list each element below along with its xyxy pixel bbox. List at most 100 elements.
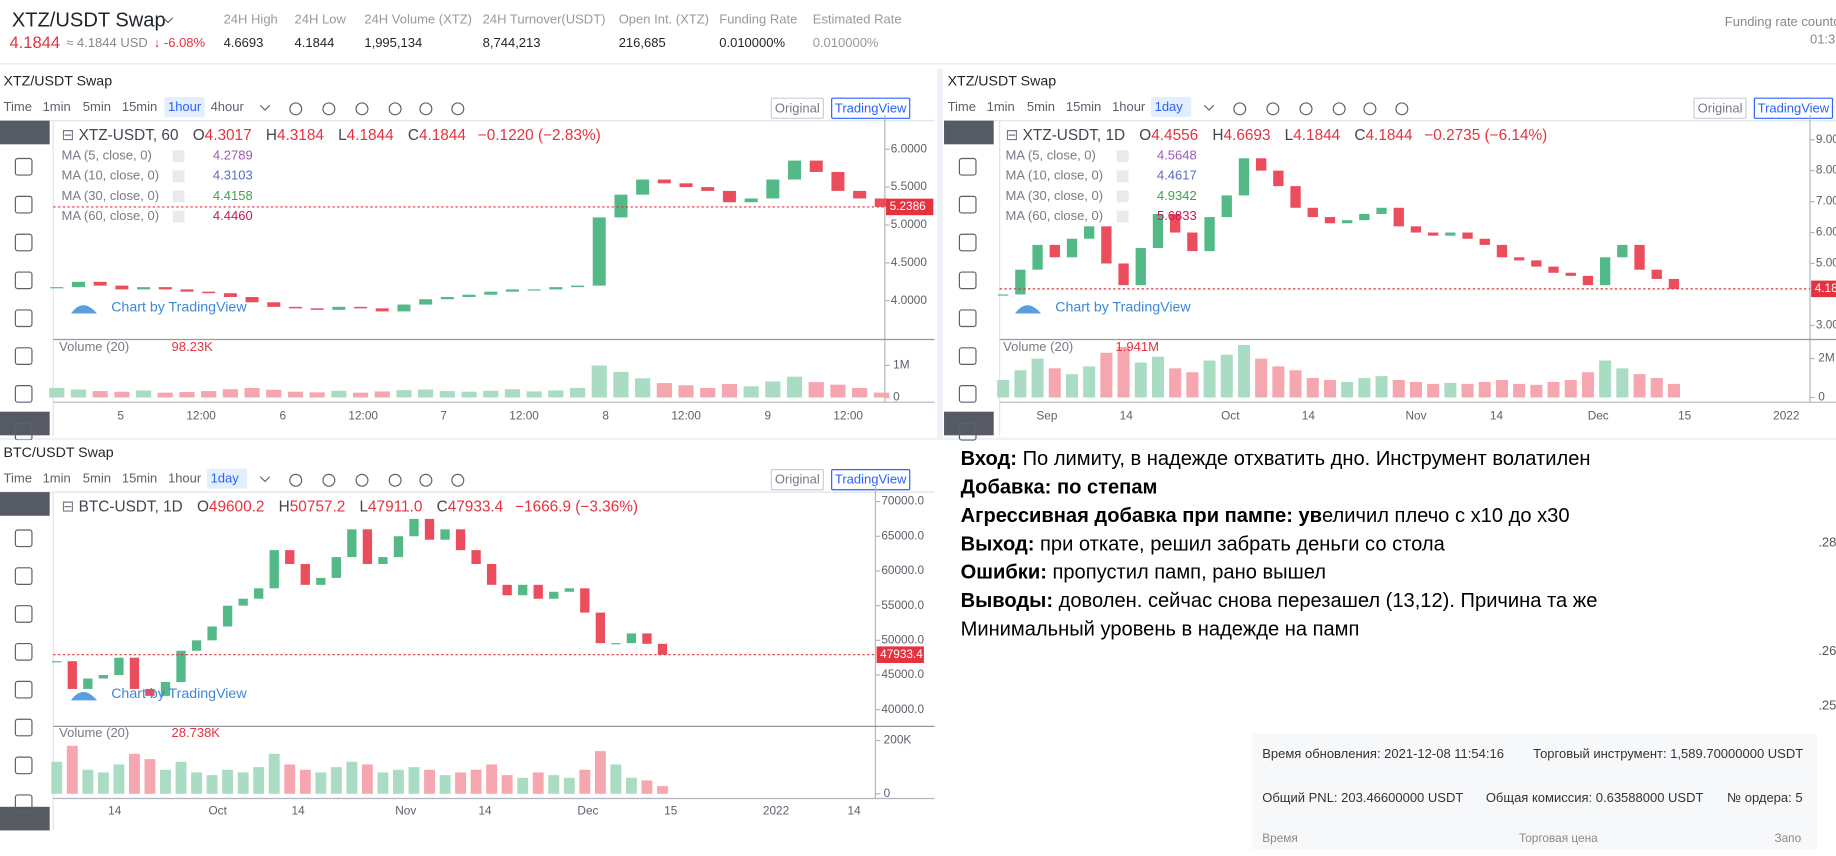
drawing-tool[interactable] bbox=[14, 642, 33, 661]
view-button[interactable] bbox=[1693, 97, 1747, 119]
drawing-tool[interactable] bbox=[958, 347, 977, 365]
timeframe[interactable]: 15min bbox=[122, 99, 157, 114]
toolbar-icon[interactable] bbox=[1395, 102, 1409, 116]
view-button[interactable] bbox=[831, 469, 911, 491]
toolbar-icon[interactable] bbox=[1233, 102, 1247, 116]
toolbar-icon[interactable] bbox=[451, 473, 465, 487]
drawing-tool[interactable] bbox=[958, 233, 977, 252]
timeframe[interactable]: 1min bbox=[43, 99, 71, 114]
timeframe[interactable]: 4hour bbox=[211, 99, 245, 114]
drawing-tool[interactable] bbox=[14, 567, 33, 585]
timeframe-dropdown[interactable] bbox=[259, 476, 271, 483]
drawing-tool[interactable] bbox=[14, 718, 33, 737]
drawing-tool[interactable] bbox=[14, 385, 33, 403]
timeframe[interactable]: 1day bbox=[1155, 99, 1184, 114]
toolbar-icon[interactable] bbox=[289, 102, 303, 116]
timeframe[interactable]: 5min bbox=[1027, 99, 1055, 114]
drawing-tool[interactable] bbox=[14, 756, 33, 775]
toolbar-icon[interactable] bbox=[1266, 102, 1280, 116]
timeframe[interactable]: 5min bbox=[83, 471, 111, 486]
toolbar-icon[interactable] bbox=[1332, 102, 1346, 116]
view-button-label[interactable]: Original bbox=[775, 472, 820, 487]
ma-label: MA (5, close, 0) bbox=[1006, 148, 1096, 163]
timeframe[interactable]: 1hour bbox=[168, 99, 202, 114]
toolbar-icon[interactable] bbox=[419, 102, 433, 116]
timeframe-dropdown[interactable] bbox=[259, 104, 271, 111]
candle bbox=[1513, 257, 1525, 261]
toolbar-icon[interactable] bbox=[355, 102, 369, 116]
view-button[interactable] bbox=[831, 97, 911, 119]
drawing-tool[interactable] bbox=[14, 157, 33, 176]
timeframe-dropdown[interactable] bbox=[1203, 104, 1215, 111]
timeframe[interactable]: 1min bbox=[43, 471, 71, 486]
toolbar-icon[interactable] bbox=[355, 473, 369, 487]
drawing-tool[interactable] bbox=[14, 605, 33, 623]
drawing-tool[interactable] bbox=[14, 529, 33, 548]
sidebar-bottom-button[interactable] bbox=[0, 806, 50, 831]
toolbar-icon[interactable] bbox=[419, 473, 433, 487]
ma-settings[interactable] bbox=[172, 190, 185, 203]
ma-settings[interactable] bbox=[1116, 170, 1129, 183]
candle bbox=[267, 302, 281, 307]
timeframe[interactable]: 15min bbox=[1066, 99, 1101, 114]
volume-bar bbox=[532, 772, 544, 794]
view-button[interactable] bbox=[770, 97, 824, 119]
timeframe[interactable]: 1hour bbox=[1112, 99, 1146, 114]
ma-settings[interactable] bbox=[1116, 190, 1129, 203]
ma-label: MA (10, close, 0) bbox=[62, 168, 160, 183]
toolbar-icon[interactable] bbox=[451, 102, 465, 116]
drawing-tool[interactable] bbox=[14, 233, 33, 252]
volume-bar bbox=[461, 391, 477, 398]
drawing-tool[interactable] bbox=[14, 347, 33, 365]
view-button-label[interactable]: Original bbox=[775, 100, 820, 115]
candle bbox=[1101, 226, 1112, 264]
toolbar-icon[interactable] bbox=[322, 102, 336, 116]
view-button-label[interactable]: TradingView bbox=[835, 472, 907, 487]
ma-settings[interactable] bbox=[1116, 150, 1129, 163]
drawing-tool[interactable] bbox=[958, 309, 977, 328]
symbol-dropdown[interactable] bbox=[162, 17, 174, 24]
view-button[interactable] bbox=[1753, 97, 1834, 119]
toolbar-icon[interactable] bbox=[388, 473, 402, 487]
toolbar-icon[interactable] bbox=[289, 473, 303, 487]
drawing-tool[interactable] bbox=[958, 385, 977, 403]
symbol-title[interactable]: XTZ/USDT Swap bbox=[12, 10, 166, 32]
view-button[interactable] bbox=[770, 469, 824, 491]
sidebar-top-button[interactable] bbox=[944, 120, 994, 145]
view-button-label[interactable]: Original bbox=[1698, 100, 1743, 115]
timeframe[interactable]: 1min bbox=[987, 99, 1015, 114]
volume-tick-label: 2M bbox=[1818, 351, 1834, 365]
candle bbox=[288, 306, 302, 309]
ma-settings[interactable] bbox=[172, 170, 185, 183]
ma-settings[interactable] bbox=[1116, 210, 1129, 223]
toolbar-icon[interactable] bbox=[388, 102, 402, 116]
view-button-label[interactable]: TradingView bbox=[835, 100, 907, 115]
ma-settings[interactable] bbox=[172, 210, 185, 223]
drawing-tool[interactable] bbox=[14, 309, 33, 328]
ma-label: MA (10, close, 0) bbox=[1006, 168, 1104, 183]
time-tick-label: 14 bbox=[478, 804, 492, 818]
toolbar-icon[interactable] bbox=[1363, 102, 1377, 116]
timeframe[interactable]: 1hour bbox=[168, 471, 202, 486]
drawing-tool[interactable] bbox=[14, 794, 33, 813]
active-timeframe bbox=[164, 97, 205, 118]
drawing-tool[interactable] bbox=[14, 680, 33, 699]
toolbar-icon[interactable] bbox=[322, 473, 336, 487]
ohlc-value: 49600.2 bbox=[209, 499, 265, 516]
candle bbox=[332, 306, 346, 310]
drawing-tool[interactable] bbox=[958, 195, 977, 214]
time-tick-label: Dec bbox=[577, 804, 598, 818]
drawing-tool[interactable] bbox=[958, 422, 977, 441]
timeframe[interactable]: 1day bbox=[211, 471, 240, 486]
timeframe[interactable]: 5min bbox=[83, 99, 111, 114]
drawing-tool[interactable] bbox=[958, 157, 977, 176]
timeframe[interactable]: 15min bbox=[122, 471, 157, 486]
toolbar-icon[interactable] bbox=[1299, 102, 1313, 116]
ma-settings[interactable] bbox=[172, 150, 185, 163]
drawing-tool[interactable] bbox=[14, 195, 33, 214]
drawing-tool[interactable] bbox=[14, 271, 33, 290]
view-button-label[interactable]: TradingView bbox=[1758, 100, 1830, 115]
drawing-tool[interactable] bbox=[958, 271, 977, 290]
sidebar-top-button[interactable] bbox=[0, 120, 50, 145]
sidebar-top-button[interactable] bbox=[0, 492, 50, 516]
